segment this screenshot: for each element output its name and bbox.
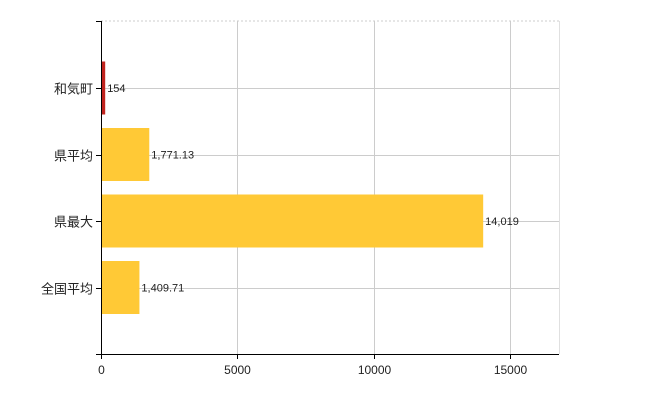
x-tick-label: 0	[98, 363, 105, 377]
grid-lines	[101, 20, 560, 354]
category-label: 県最大	[54, 216, 93, 231]
axes	[96, 21, 559, 359]
x-tick-label: 10000	[358, 363, 392, 377]
category-label: 県平均	[54, 150, 93, 165]
bar-2	[101, 194, 484, 248]
data-label: 1,409.71	[141, 283, 184, 295]
bars	[101, 61, 484, 314]
data-label: 14,019	[485, 216, 519, 228]
category-label: 和気町	[54, 82, 93, 98]
x-tick-label: 15000	[494, 363, 528, 377]
bar-0	[101, 61, 106, 115]
x-tick-label: 5000	[224, 363, 251, 377]
bar-3	[101, 261, 140, 314]
data-label: 154	[107, 83, 125, 95]
category-label: 全国平均	[41, 282, 93, 298]
bar-1	[101, 128, 150, 181]
data-label: 1,771.13	[151, 150, 194, 162]
